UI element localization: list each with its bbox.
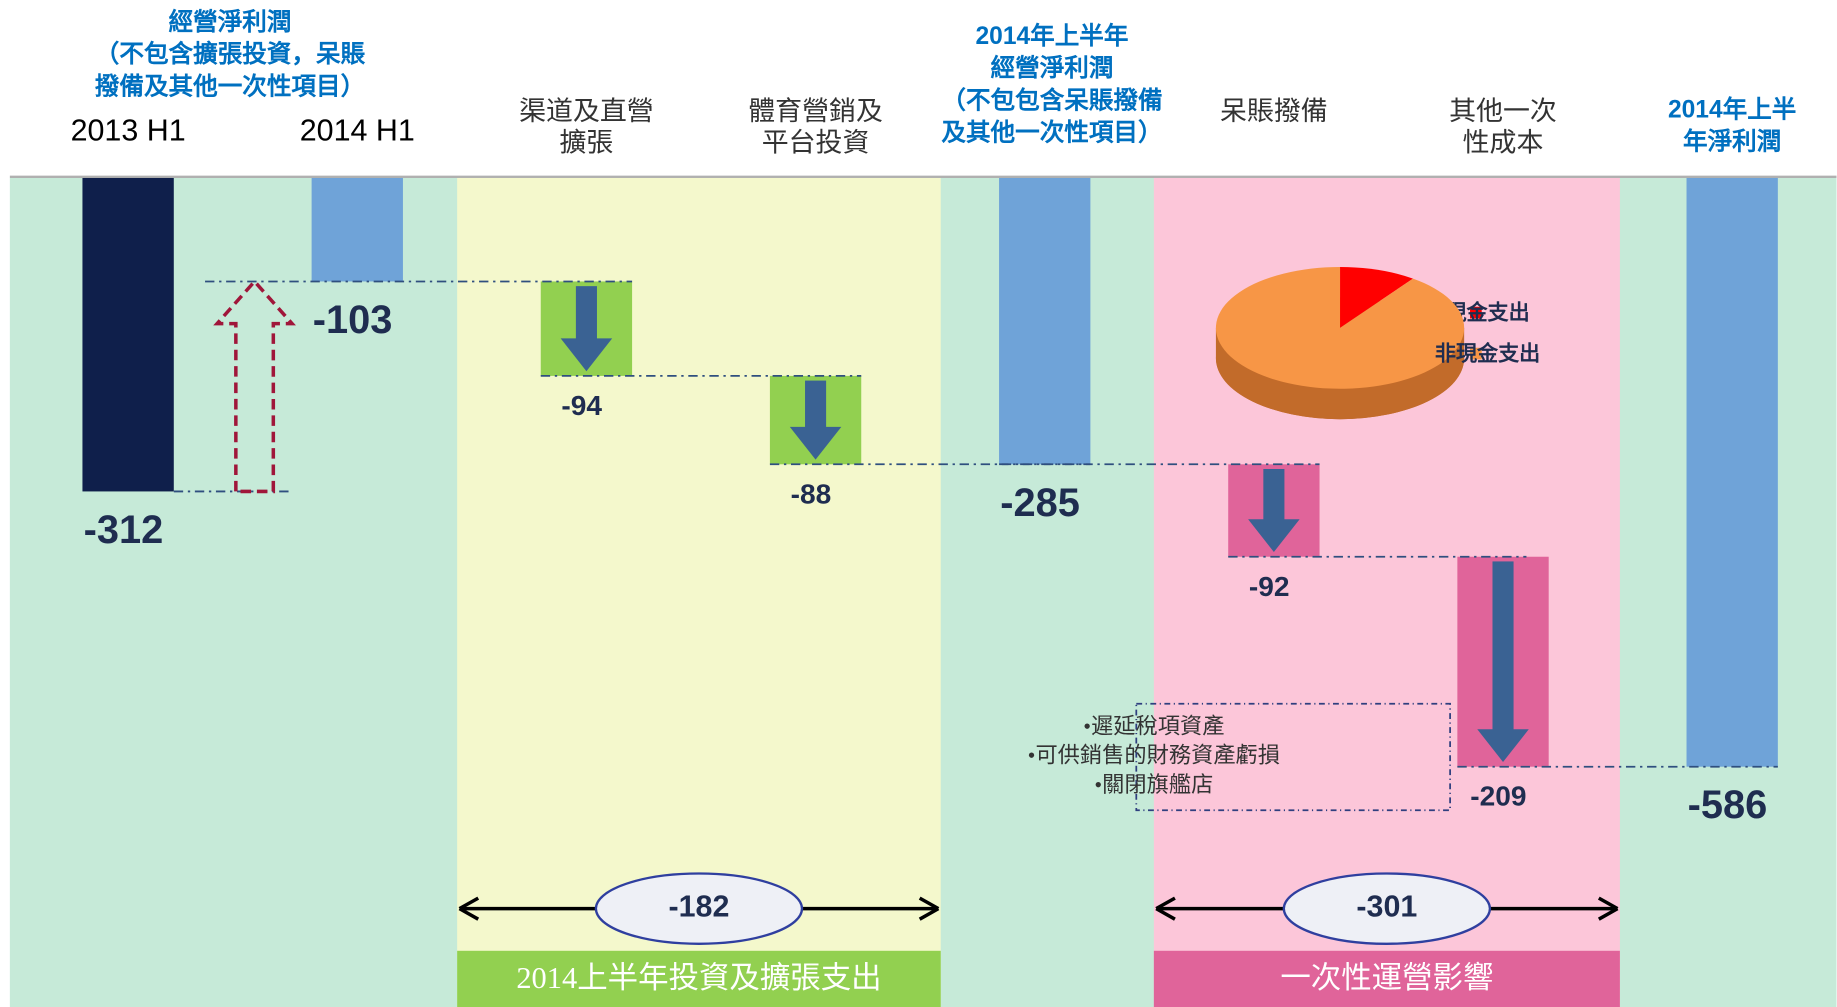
arrow-head	[1155, 896, 1176, 921]
bar	[82, 177, 174, 492]
value-label: -92	[1249, 571, 1290, 602]
bar	[1686, 177, 1778, 767]
category-label: 其他一次	[1449, 96, 1557, 126]
arrow-head	[918, 896, 940, 921]
group-band	[457, 177, 941, 1007]
value-label: -103	[313, 298, 393, 342]
bar-arrow-head	[560, 338, 613, 372]
note-line: •可供銷售的財務資產虧損	[1028, 743, 1280, 768]
note-line: •遲延稅項資產	[1083, 713, 1224, 738]
bar-arrow-shaft	[1492, 561, 1514, 732]
value-label: -285	[1000, 481, 1080, 525]
category-label: 經營淨利潤	[991, 53, 1114, 82]
category-label: （不包包含呆賬撥備	[941, 85, 1162, 114]
bar-arrow-shaft	[1263, 468, 1285, 522]
improvement-arrow	[213, 278, 296, 494]
value-label: -88	[791, 478, 832, 509]
category-label: 平台投資	[762, 127, 870, 157]
category-label: 年淨利潤	[1683, 126, 1781, 155]
arrow-head	[458, 896, 480, 921]
category-label: 性成本	[1463, 127, 1544, 157]
header-group-label: 撥備及其他一次性項目）	[95, 71, 365, 100]
value-label: -94	[561, 390, 602, 421]
category-label: 渠道及直營	[519, 96, 654, 126]
bar-arrow-shaft	[805, 380, 827, 430]
value-label: -586	[1688, 783, 1768, 827]
group-total-oval	[594, 872, 804, 945]
bar-arrow-head	[1248, 519, 1300, 553]
group-label-box	[1153, 950, 1620, 1007]
group-total-oval	[1282, 872, 1492, 945]
category-label: 體育營銷及	[748, 96, 883, 126]
note-box	[1135, 702, 1451, 812]
group-label: 一次性運營影響	[1280, 961, 1493, 995]
note-line: •關閉旗艦店	[1094, 772, 1213, 797]
legend-swatch	[1470, 347, 1482, 360]
header-group-label: （不包含擴張投資，呆賬	[95, 39, 366, 68]
category-label: 2013 H1	[71, 113, 186, 147]
pie-slice	[1215, 266, 1465, 389]
category-label: 擴張	[559, 127, 613, 157]
group-total: -182	[668, 890, 729, 924]
pie-slice	[1340, 266, 1413, 328]
group-label-box	[457, 950, 941, 1007]
arrow-head	[1597, 896, 1619, 921]
value-label: -312	[84, 508, 164, 552]
bar-arrow-head	[1477, 729, 1529, 763]
category-label: 2014 H1	[300, 113, 415, 147]
category-label: 2014年上半年	[975, 21, 1128, 50]
group-label: 2014上半年投資及擴張支出	[516, 961, 881, 995]
category-label: 2014年上半	[1668, 95, 1796, 124]
category-label: 及其他一次性項目）	[941, 118, 1162, 147]
legend-swatch	[1470, 306, 1482, 319]
bar	[999, 177, 1091, 465]
bar	[311, 177, 403, 282]
group-total: -301	[1356, 890, 1417, 924]
bar-arrow-shaft	[575, 286, 597, 341]
legend-label: 非現金支出	[1435, 340, 1540, 365]
bar-arrow-head	[789, 426, 842, 460]
header-group-label: 經營淨利潤	[169, 7, 292, 36]
value-label: -209	[1470, 781, 1526, 812]
category-label: 呆賬撥備	[1220, 96, 1328, 126]
